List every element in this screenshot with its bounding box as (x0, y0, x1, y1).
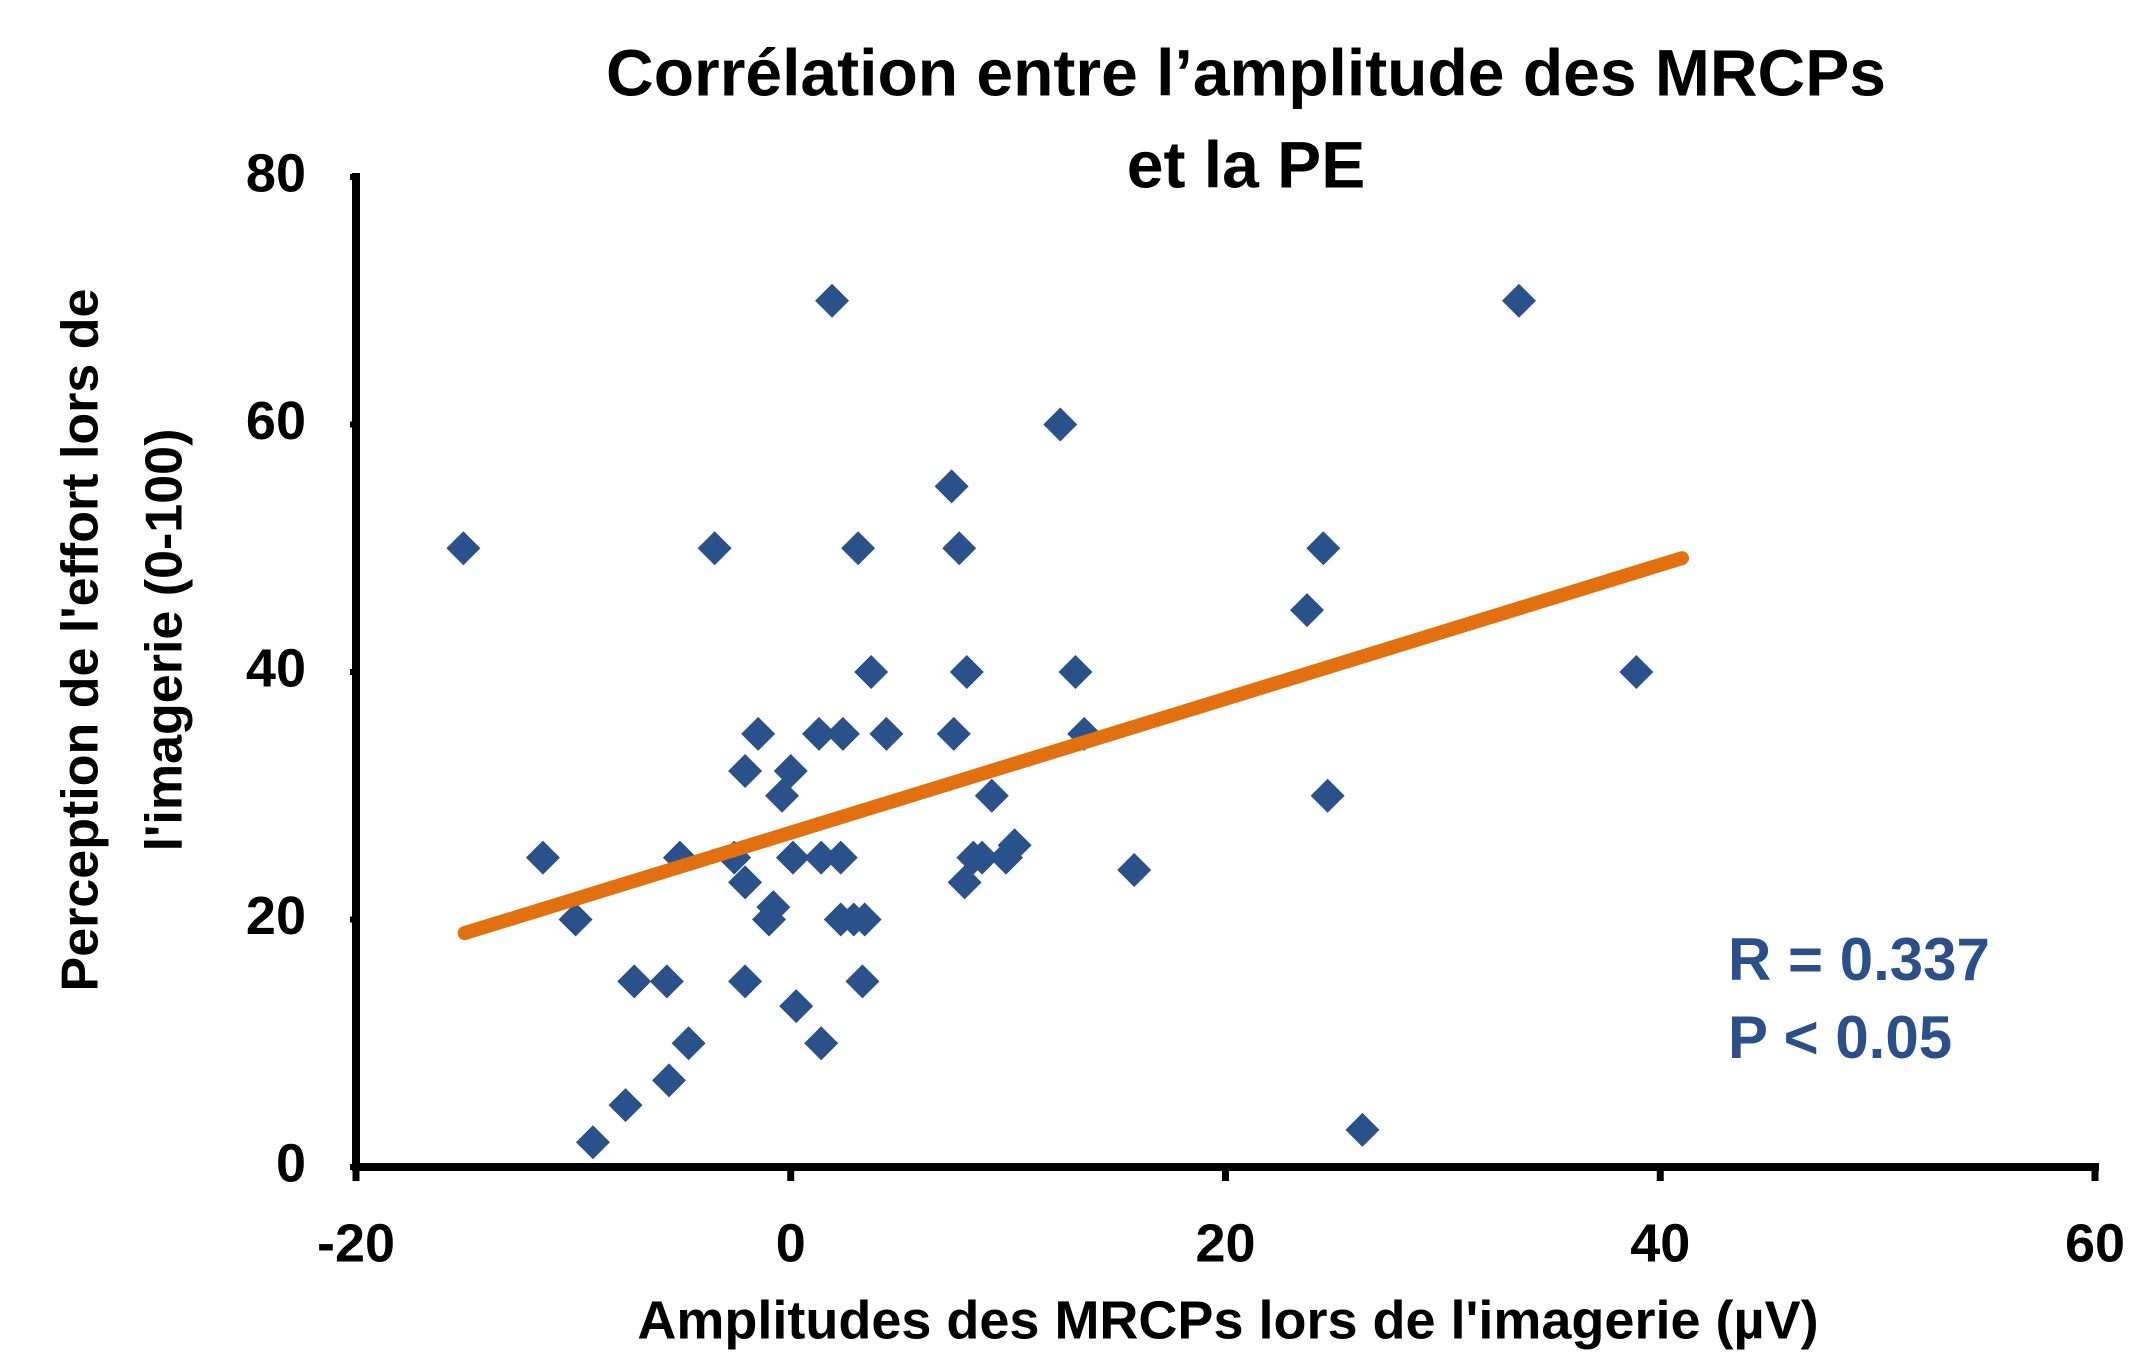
x-tick-label: 40 (1630, 1213, 1690, 1273)
point (1619, 655, 1654, 689)
point (974, 778, 1009, 813)
point (1290, 593, 1325, 628)
x-axis-label: Amplitudes des MRCPs lors de l'imagerie … (637, 1290, 1818, 1350)
point (775, 840, 810, 875)
point (756, 890, 791, 925)
y-axis-label: l'imagerie (0-100) (136, 429, 194, 852)
point (525, 840, 560, 875)
point (934, 469, 969, 504)
trend-line (457, 551, 1689, 941)
point (942, 531, 977, 566)
point (649, 964, 684, 999)
point (728, 865, 763, 900)
x-tick-label: 60 (2065, 1213, 2125, 1273)
x-tick-label: 0 (776, 1213, 806, 1273)
point (575, 1125, 610, 1160)
y-tick-label: 80 (246, 143, 306, 203)
point (841, 531, 876, 566)
point (825, 716, 860, 751)
point (1043, 407, 1078, 442)
point (949, 655, 984, 689)
point (965, 840, 1000, 875)
point (1117, 853, 1152, 887)
point (804, 840, 839, 875)
point (1345, 1112, 1380, 1147)
point (617, 964, 652, 999)
point (773, 754, 808, 788)
point (671, 1026, 706, 1061)
point (845, 964, 880, 999)
point (869, 716, 904, 751)
point (1310, 778, 1345, 813)
point (815, 283, 850, 318)
point (823, 840, 858, 875)
point (997, 828, 1032, 863)
point (1058, 655, 1093, 689)
y-tick-label: 60 (246, 391, 306, 451)
y-tick-label: 40 (246, 638, 306, 698)
point (802, 716, 837, 751)
point (779, 989, 814, 1024)
point (936, 716, 971, 751)
chart-title: Corrélation entre l’amplitude des MRCPs (606, 35, 1886, 109)
point (652, 1063, 687, 1098)
y-tick-label: 0 (276, 1133, 306, 1193)
point (1501, 283, 1536, 318)
point (1306, 531, 1341, 566)
y-axis-label: Perception de l'effort lors de (52, 289, 110, 992)
x-tick-label: 20 (1195, 1213, 1255, 1273)
point (558, 902, 593, 937)
point (741, 716, 776, 751)
y-tick-label: 20 (246, 886, 306, 946)
annotation: P < 0.05 (1728, 1004, 1952, 1071)
point (847, 902, 882, 937)
x-tick-label: -20 (317, 1213, 395, 1273)
annotation: R = 0.337 (1728, 926, 1990, 993)
point (608, 1088, 643, 1123)
point (728, 964, 763, 999)
point (697, 531, 732, 566)
point (446, 531, 481, 566)
point (854, 655, 889, 689)
chart-title: et la PE (1127, 127, 1365, 201)
point (728, 754, 763, 788)
point (804, 1026, 839, 1061)
